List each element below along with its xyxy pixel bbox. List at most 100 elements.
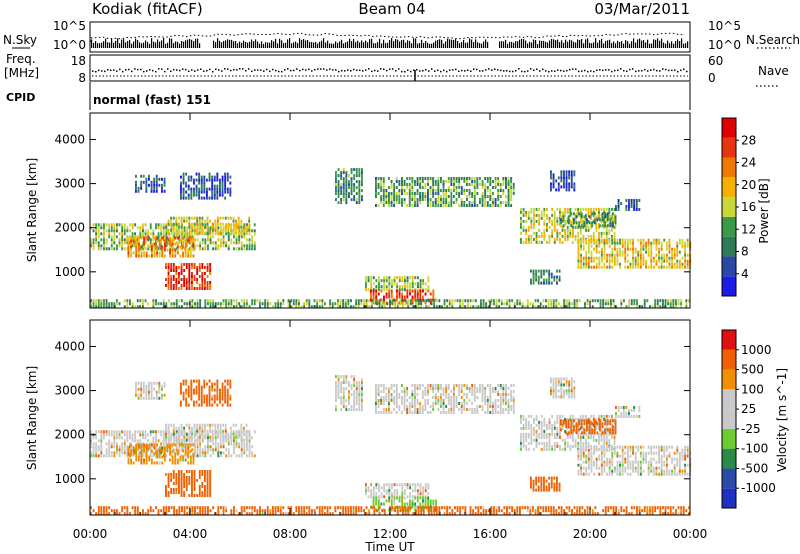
data-cell	[340, 171, 343, 175]
data-cell	[213, 184, 216, 188]
data-cell	[175, 231, 178, 235]
nsky-bar	[411, 43, 413, 48]
nsky-bar	[365, 40, 367, 48]
data-cell	[414, 282, 417, 286]
data-cell	[100, 232, 103, 236]
nsky-bar	[459, 43, 461, 48]
data-cell	[160, 232, 163, 236]
data-cell	[383, 295, 385, 299]
data-cell	[116, 442, 118, 446]
data-cell	[198, 423, 201, 427]
data-cell	[200, 181, 203, 185]
data-cell	[204, 426, 206, 430]
data-cell	[421, 405, 424, 408]
data-cell	[370, 279, 373, 283]
data-cell	[340, 384, 343, 388]
data-cell	[129, 302, 131, 306]
data-cell	[361, 381, 363, 385]
data-cell	[216, 403, 219, 407]
data-cell	[178, 435, 180, 439]
data-cell	[251, 244, 254, 248]
data-cell	[167, 479, 170, 482]
data-cell	[155, 302, 157, 306]
nsky-bar	[631, 41, 633, 48]
data-cell	[145, 396, 148, 400]
data-cell	[633, 199, 636, 202]
data-cell	[551, 234, 554, 238]
data-cell	[385, 195, 388, 198]
data-cell	[207, 247, 209, 251]
data-cell	[135, 189, 137, 193]
data-cell	[199, 299, 202, 303]
data-cell	[129, 454, 131, 458]
data-cell	[162, 433, 165, 437]
data-cell	[233, 226, 235, 230]
data-cell	[492, 408, 494, 411]
data-cell	[149, 226, 152, 230]
nsky-bar	[121, 39, 123, 48]
data-cell	[189, 239, 192, 243]
data-cell	[403, 402, 406, 405]
data-cell	[629, 241, 632, 245]
data-cell	[376, 299, 378, 303]
data-cell	[592, 231, 595, 235]
data-cell	[580, 244, 582, 248]
freq-point	[104, 70, 106, 73]
data-cell	[489, 393, 492, 396]
data-cell	[153, 177, 156, 181]
nsky-bar	[583, 43, 585, 48]
data-cell	[219, 432, 222, 436]
data-cell	[163, 236, 166, 240]
data-cell	[221, 193, 224, 197]
data-cell	[417, 282, 419, 286]
data-cell	[565, 188, 568, 192]
data-cell	[171, 443, 174, 447]
data-cell	[240, 423, 243, 427]
data-cell	[510, 399, 513, 402]
data-cell	[182, 187, 185, 191]
data-cell	[108, 232, 111, 236]
data-cell	[185, 470, 188, 473]
data-cell	[367, 486, 370, 490]
data-cell	[113, 436, 116, 440]
nsky-bar	[409, 40, 411, 48]
data-cell	[353, 378, 356, 382]
data-cell	[201, 263, 204, 266]
data-cell	[535, 207, 538, 211]
data-cell	[380, 198, 383, 201]
data-cell	[678, 238, 681, 242]
data-cell	[335, 405, 337, 409]
data-cell	[335, 384, 337, 388]
data-cell	[145, 461, 148, 465]
data-cell	[647, 244, 650, 248]
data-cell	[577, 234, 580, 238]
data-cell	[598, 234, 600, 238]
data-cell	[421, 195, 424, 198]
data-cell	[522, 219, 525, 223]
data-cell	[566, 207, 569, 211]
data-cell	[642, 253, 645, 257]
nsky-bar	[265, 42, 267, 48]
data-cell	[248, 305, 251, 309]
data-cell	[251, 302, 254, 306]
data-cell	[481, 183, 484, 186]
data-cell	[183, 429, 186, 433]
data-cell	[216, 379, 219, 383]
data-cell	[156, 461, 158, 465]
data-cell	[595, 216, 598, 220]
data-cell	[137, 239, 140, 243]
nsky-bar	[633, 38, 635, 48]
data-cell	[570, 173, 573, 177]
data-cell	[600, 265, 603, 269]
data-cell	[118, 238, 121, 242]
data-cell	[408, 198, 411, 201]
data-cell	[191, 284, 193, 287]
data-cell	[388, 292, 391, 296]
freq-point	[152, 69, 154, 72]
data-cell	[357, 305, 360, 309]
data-cell	[229, 175, 232, 179]
nsky-bar	[167, 42, 169, 48]
freq-point	[473, 68, 475, 70]
data-cell	[184, 443, 187, 447]
data-cell	[468, 192, 471, 195]
